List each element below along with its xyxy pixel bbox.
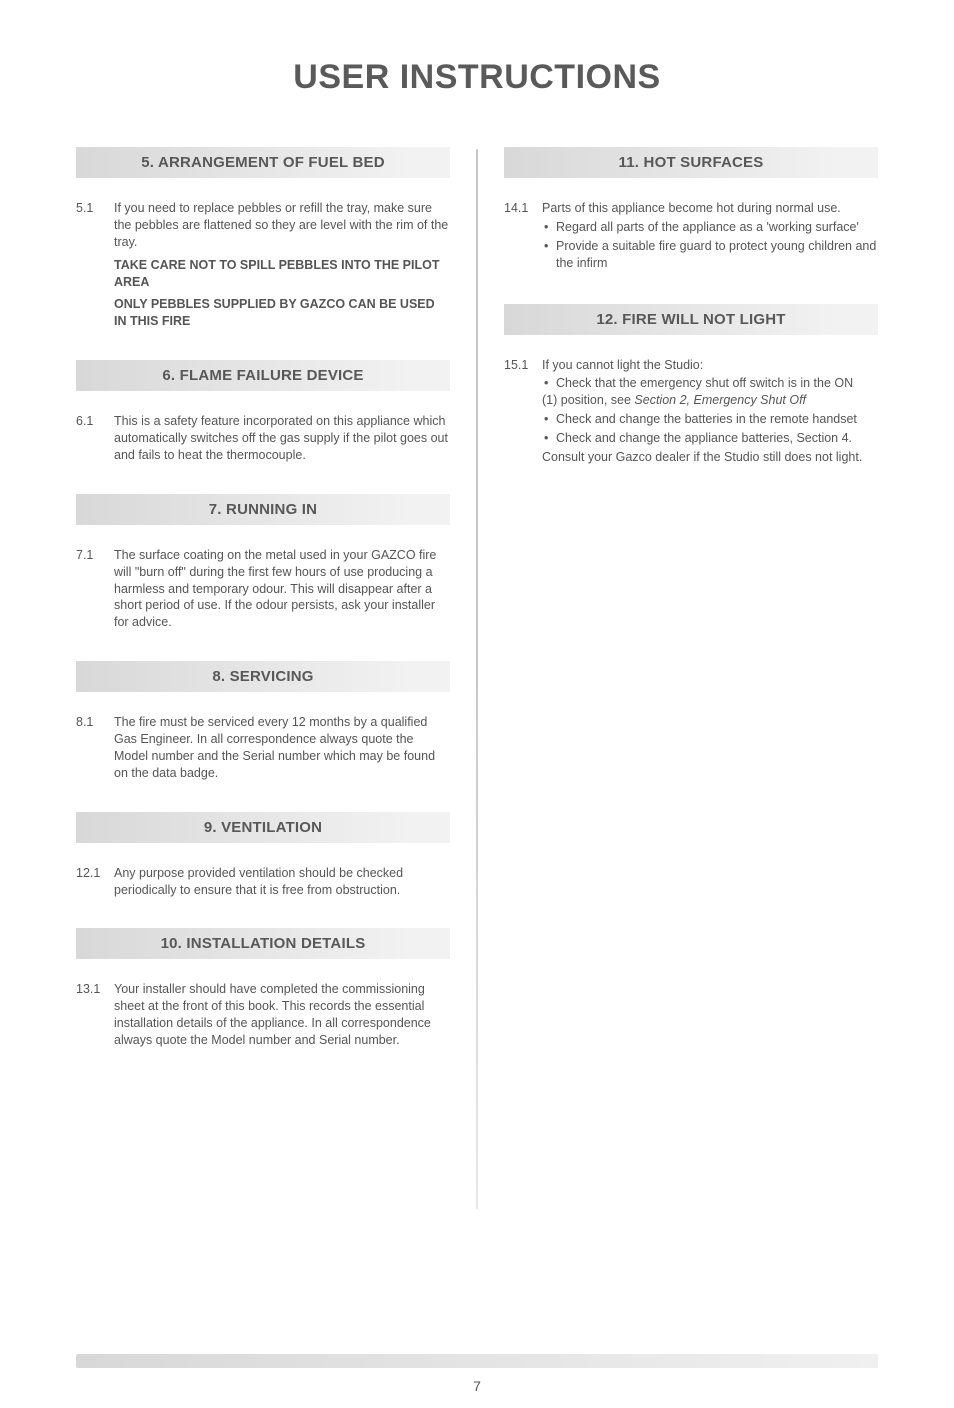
- para-num: 7.1: [76, 547, 114, 631]
- column-divider: [476, 149, 478, 1209]
- list-text-cont: (1) position, see Section 2, Emergency S…: [542, 392, 806, 409]
- para-body: Your installer should have completed the…: [114, 981, 450, 1049]
- para-text: If you cannot light the Studio:: [542, 358, 703, 372]
- warning-text: TAKE CARE NOT TO SPILL PEBBLES INTO THE …: [114, 257, 450, 291]
- para-text: If you need to replace pebbles or refill…: [114, 201, 448, 249]
- para-body: The surface coating on the metal used in…: [114, 547, 450, 631]
- warning-text: ONLY PEBBLES SUPPLIED BY GAZCO CAN BE US…: [114, 296, 450, 330]
- section-5-header: 5. ARRANGEMENT OF FUEL BED: [76, 147, 450, 178]
- para-8-1: 8.1 The fire must be serviced every 12 m…: [76, 714, 450, 782]
- list-item: Check and change the appliance batteries…: [542, 430, 878, 447]
- bullet-list: Regard all parts of the appliance as a '…: [542, 219, 878, 272]
- page-title: USER INSTRUCTIONS: [0, 58, 954, 97]
- para-text: Parts of this appliance become hot durin…: [542, 201, 841, 215]
- para-text: Any purpose provided ventilation should …: [114, 866, 403, 897]
- section-9-header: 9. VENTILATION: [76, 812, 450, 843]
- para-9-1: 12.1 Any purpose provided ventilation sh…: [76, 865, 450, 899]
- section-7-header: 7. RUNNING IN: [76, 494, 450, 525]
- page-number: 7: [0, 1378, 954, 1394]
- section-10-header: 10. INSTALLATION DETAILS: [76, 928, 450, 959]
- para-num: 14.1: [504, 200, 542, 274]
- para-11-1: 14.1 Parts of this appliance become hot …: [504, 200, 878, 274]
- section-6-header: 6. FLAME FAILURE DEVICE: [76, 360, 450, 391]
- para-12-1: 15.1 If you cannot light the Studio: Che…: [504, 357, 878, 466]
- para-text: The fire must be serviced every 12 month…: [114, 715, 435, 780]
- list-text: Check that the emergency shut off switch…: [556, 376, 853, 390]
- section-12-header: 12. FIRE WILL NOT LIGHT: [504, 304, 878, 335]
- para-body: If you need to replace pebbles or refill…: [114, 200, 450, 330]
- para-6-1: 6.1 This is a safety feature incorporate…: [76, 413, 450, 464]
- para-10-1: 13.1 Your installer should have complete…: [76, 981, 450, 1049]
- list-item: Regard all parts of the appliance as a '…: [542, 219, 878, 236]
- para-7-1: 7.1 The surface coating on the metal use…: [76, 547, 450, 631]
- right-column: 11. HOT SURFACES 14.1 Parts of this appl…: [504, 147, 878, 1209]
- para-num: 13.1: [76, 981, 114, 1049]
- para-body: Parts of this appliance become hot durin…: [542, 200, 878, 274]
- para-text: The surface coating on the metal used in…: [114, 548, 436, 630]
- para-body: The fire must be serviced every 12 month…: [114, 714, 450, 782]
- para-num: 8.1: [76, 714, 114, 782]
- section-11-header: 11. HOT SURFACES: [504, 147, 878, 178]
- para-text: Your installer should have completed the…: [114, 982, 431, 1047]
- para-num: 12.1: [76, 865, 114, 899]
- left-column: 5. ARRANGEMENT OF FUEL BED 5.1 If you ne…: [76, 147, 450, 1209]
- para-num: 5.1: [76, 200, 114, 330]
- para-5-1: 5.1 If you need to replace pebbles or re…: [76, 200, 450, 330]
- section-8-header: 8. SERVICING: [76, 661, 450, 692]
- para-body: This is a safety feature incorporated on…: [114, 413, 450, 464]
- content-columns: 5. ARRANGEMENT OF FUEL BED 5.1 If you ne…: [0, 147, 954, 1209]
- list-item: Check that the emergency shut off switch…: [542, 375, 878, 409]
- footer-bar: [76, 1354, 878, 1368]
- reference-italic: Section 2, Emergency Shut Off: [634, 393, 806, 407]
- para-num: 6.1: [76, 413, 114, 464]
- para-body: If you cannot light the Studio: Check th…: [542, 357, 878, 466]
- para-num: 15.1: [504, 357, 542, 466]
- bullet-list: Check that the emergency shut off switch…: [542, 375, 878, 447]
- list-text: (1) position, see: [542, 393, 634, 407]
- list-item: Check and change the batteries in the re…: [542, 411, 878, 428]
- para-body: Any purpose provided ventilation should …: [114, 865, 450, 899]
- para-text: This is a safety feature incorporated on…: [114, 414, 448, 462]
- list-item: Provide a suitable fire guard to protect…: [542, 238, 878, 272]
- para-tail: Consult your Gazco dealer if the Studio …: [542, 450, 862, 464]
